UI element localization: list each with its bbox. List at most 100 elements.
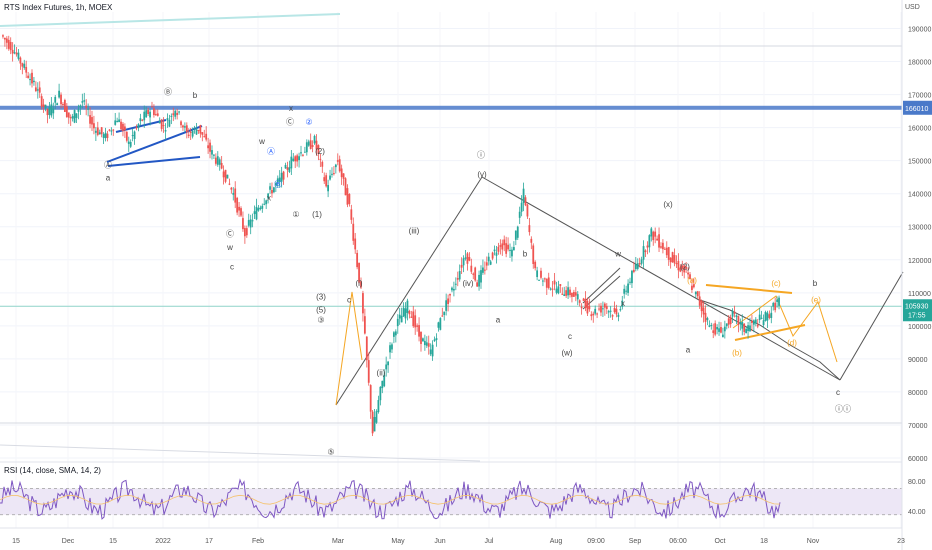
x-tick-label: Mar	[332, 538, 345, 545]
candle-body	[197, 129, 200, 131]
price-axis[interactable]: 190000 180000 170000 160000 150000 140000 1300…	[901, 0, 931, 550]
candle-body	[9, 41, 12, 51]
candle-body	[381, 380, 384, 389]
candle-body	[104, 132, 107, 139]
candle-body	[284, 164, 287, 169]
candle-body	[83, 100, 86, 102]
price-badges: 166010 105930 17:55	[903, 100, 932, 322]
candle-body	[203, 136, 206, 138]
candle-body	[60, 94, 62, 105]
candle-body	[768, 314, 771, 318]
candle-body	[739, 322, 742, 325]
candle-body	[429, 349, 432, 355]
x-tick-label: Jun	[434, 538, 445, 545]
candle-body	[540, 270, 542, 278]
candle-body	[410, 316, 413, 318]
candle-body	[480, 270, 482, 283]
candle-body	[470, 265, 473, 272]
candle-body	[648, 235, 651, 248]
time-axis[interactable]: 15 Dec 15 2022 17 Feb Mar May Jun Jul Aug 09:00 Sep 0…	[0, 461, 905, 545]
candle-body	[185, 125, 188, 133]
candle-body	[199, 125, 202, 134]
candle-body	[710, 324, 713, 326]
candle-body	[586, 301, 589, 314]
candle-body	[603, 303, 606, 308]
wave-label: ⓘⓘ	[835, 405, 851, 414]
candle-body	[592, 313, 595, 316]
y-tick-label: 70000	[908, 423, 928, 430]
wave-label: (3)	[316, 292, 326, 301]
candle-body	[242, 218, 244, 230]
candle-body	[404, 308, 407, 319]
candle-body	[333, 173, 335, 175]
candle-body	[292, 158, 295, 161]
candle-body	[166, 118, 169, 121]
x-tick-label: Oct	[715, 538, 726, 545]
candle-body	[164, 130, 167, 132]
candle-body	[553, 280, 556, 285]
candle-body	[511, 249, 513, 257]
candle-body	[267, 193, 270, 199]
candle-body	[394, 331, 397, 336]
candle-body	[23, 63, 26, 68]
candle-body	[716, 327, 719, 330]
wave-label: (ii)	[377, 368, 386, 377]
candle-body	[205, 133, 208, 140]
candle-body	[516, 226, 519, 238]
candle-body	[385, 364, 388, 370]
candle-body	[497, 246, 500, 252]
candle-body	[745, 328, 748, 334]
candle-body	[642, 246, 645, 260]
wave-labels: Ⓐa Ⓑ b w x Ⓒ ② (2) Ⓐ Ⓑx ① Ⓒw c (1) (3) (5)③ ⑤ c (i) (ii) (ii…	[104, 88, 851, 457]
candle-body	[222, 171, 225, 178]
wave-label: a	[106, 173, 111, 182]
trend-ray	[0, 13, 341, 27]
candle-body	[582, 298, 585, 301]
candle-body	[211, 150, 213, 155]
candle-body	[458, 271, 461, 280]
wave-label: (x)	[663, 200, 673, 209]
candle-body	[729, 316, 732, 325]
y-tick-label: 150000	[908, 159, 931, 166]
level-badge-text: 166010	[905, 106, 928, 113]
wave-label: b	[523, 249, 528, 258]
candle-body	[253, 211, 256, 215]
candle-body	[406, 300, 409, 313]
candle-body	[193, 127, 196, 129]
candle-body	[466, 253, 469, 264]
candle-body	[93, 123, 95, 129]
candle-body	[468, 257, 471, 261]
candle-body	[338, 159, 341, 172]
candle-body	[414, 315, 417, 328]
candle-body	[543, 278, 546, 280]
wave-overlays	[0, 13, 904, 462]
candle-body	[677, 260, 680, 271]
candle-body	[706, 318, 709, 321]
candle-body	[65, 106, 68, 117]
candle-body	[512, 247, 515, 251]
y-tick-label: 60000	[908, 456, 928, 463]
wave-label: x	[267, 193, 271, 202]
candle-body	[629, 281, 631, 283]
candle-body	[98, 132, 101, 135]
y-tick-label: 180000	[908, 60, 931, 67]
candle-body	[704, 312, 707, 322]
candle-body	[367, 360, 370, 383]
resistance-level-line	[0, 105, 902, 110]
x-tick-label: 18	[760, 538, 768, 545]
candle-body	[774, 302, 777, 311]
wave-label: w	[258, 137, 265, 146]
candle-body	[307, 141, 310, 146]
candle-body	[776, 299, 778, 302]
triangle-upper	[705, 284, 793, 294]
candle-body	[87, 108, 90, 110]
x-tick-label: Sep	[629, 538, 642, 545]
last-price-text: 105930	[905, 303, 928, 310]
candle-body	[13, 52, 16, 54]
candle-body	[422, 338, 424, 342]
candle-body	[261, 205, 264, 209]
candle-body	[679, 267, 682, 272]
candle-body	[116, 120, 119, 123]
